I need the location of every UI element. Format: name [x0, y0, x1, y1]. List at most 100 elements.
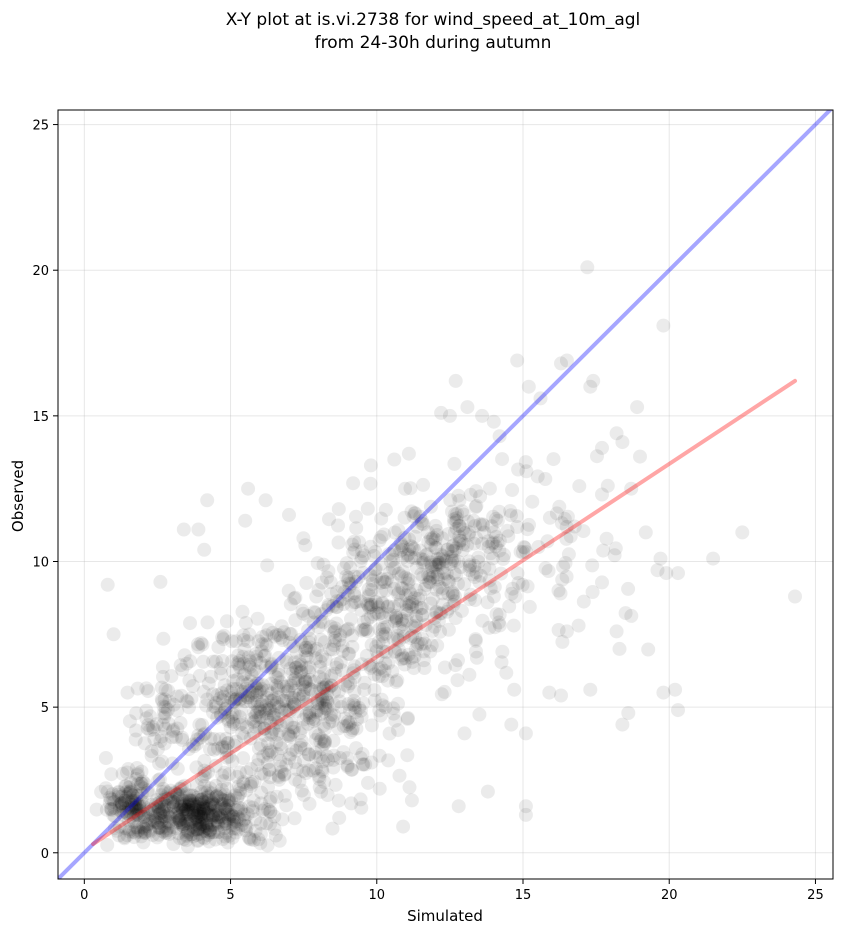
scatter-point [287, 655, 302, 670]
scatter-point [98, 751, 113, 765]
scatter-point [124, 801, 139, 816]
scatter-point [559, 624, 574, 639]
scatter-point [129, 807, 143, 822]
scatter-point [219, 825, 234, 840]
scatter-point [609, 426, 624, 441]
scatter-point [221, 811, 236, 826]
scatter-point [119, 806, 134, 821]
scatter-point [202, 824, 217, 839]
scatter-point [445, 585, 460, 600]
scatter-point [143, 824, 158, 839]
scatter-point [445, 504, 459, 519]
scatter-point [147, 801, 162, 816]
scatter-point [170, 703, 185, 718]
scatter-point [153, 810, 168, 825]
scatter-point [107, 795, 122, 809]
scatter-point [331, 518, 345, 533]
scatter-point [161, 786, 176, 801]
scatter-point [386, 706, 401, 721]
scatter-point [448, 373, 463, 388]
scatter-point [405, 597, 420, 612]
scatter-point [385, 547, 400, 562]
scatter-point [287, 720, 302, 735]
scatter-point [414, 567, 429, 582]
scatter-point [375, 669, 390, 684]
scatter-point [149, 793, 164, 807]
scatter-point [282, 507, 296, 522]
scatter-point [147, 732, 162, 746]
scatter-point [250, 685, 265, 700]
scatter-point [173, 798, 188, 813]
scatter-point [237, 811, 252, 826]
scatter-point [152, 756, 167, 771]
scatter-point [307, 675, 322, 689]
scatter-point [182, 792, 197, 807]
scatter-point [224, 792, 238, 807]
scatter-point [173, 658, 188, 673]
scatter-point [392, 768, 407, 783]
scatter-point [151, 821, 166, 835]
scatter-point [332, 810, 347, 825]
scatter-point [559, 531, 574, 546]
scatter-point [141, 817, 156, 831]
scatter-point [130, 766, 145, 781]
scatter-point [180, 839, 195, 854]
scatter-point [316, 754, 330, 769]
scatter-point [250, 758, 265, 773]
scatter-point [219, 743, 234, 758]
scatter-point [489, 529, 504, 544]
scatter-point [219, 750, 234, 765]
scatter-point [650, 563, 665, 578]
scatter-point [344, 762, 359, 777]
scatter-point [247, 774, 262, 789]
scatter-point [174, 815, 189, 830]
scatter-point [270, 682, 285, 697]
scatter-point [342, 580, 357, 595]
scatter-point [210, 816, 225, 831]
scatter-point [317, 734, 331, 749]
scatter-point [449, 541, 464, 556]
scatter-point [169, 807, 184, 822]
scatter-point [208, 807, 223, 822]
scatter-point [183, 616, 197, 631]
scatter-point [299, 674, 313, 689]
scatter-point [182, 700, 196, 715]
scatter-point [264, 686, 279, 701]
scatter-point [371, 635, 386, 650]
scatter-point [328, 777, 343, 792]
scatter-point [287, 697, 302, 712]
scatter-point [249, 681, 264, 696]
scatter-point [214, 792, 229, 806]
scatter-point [314, 706, 329, 721]
scatter-point [272, 699, 286, 714]
scatter-point [117, 804, 132, 819]
scatter-point [181, 742, 196, 757]
scatter-point [250, 699, 265, 714]
scatter-point [104, 767, 119, 782]
scatter-point [194, 792, 209, 807]
scatter-point [156, 669, 170, 684]
scatter-point [118, 793, 132, 808]
scatter-point [191, 815, 206, 830]
scatter-point [179, 802, 194, 817]
scatter-point [219, 816, 234, 830]
scatter-point [347, 684, 362, 699]
scatter-point [354, 657, 369, 672]
scatter-point [257, 703, 272, 718]
scatter-point [386, 631, 401, 646]
scatter-point [219, 614, 234, 629]
scatter-point [398, 651, 413, 666]
scatter-point [152, 772, 167, 787]
scatter-point [165, 756, 180, 771]
scatter-point [391, 642, 406, 657]
scatter-point [175, 806, 190, 821]
scatter-point [255, 630, 270, 644]
scatter-point [176, 819, 191, 834]
scatter-point [241, 650, 256, 665]
scatter-point [286, 724, 301, 739]
scatter-point [130, 788, 145, 803]
scatter-point [583, 682, 598, 697]
scatter-point [154, 692, 169, 707]
scatter-point [150, 741, 165, 756]
